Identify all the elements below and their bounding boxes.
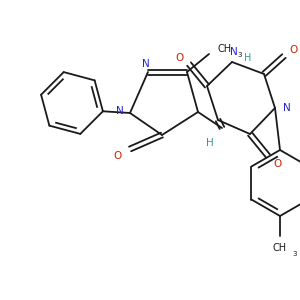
Text: N: N	[230, 47, 238, 57]
Text: O: O	[274, 159, 282, 169]
Text: O: O	[114, 151, 122, 161]
Text: O: O	[175, 53, 183, 63]
Text: CH: CH	[218, 44, 232, 54]
Text: N: N	[142, 59, 150, 69]
Text: N: N	[283, 103, 291, 113]
Text: H: H	[206, 138, 214, 148]
Text: CH: CH	[273, 243, 287, 253]
Text: H: H	[244, 53, 252, 63]
Text: N: N	[116, 106, 124, 116]
Text: 3: 3	[238, 52, 242, 58]
Text: 3: 3	[293, 251, 297, 257]
Text: O: O	[290, 45, 298, 55]
